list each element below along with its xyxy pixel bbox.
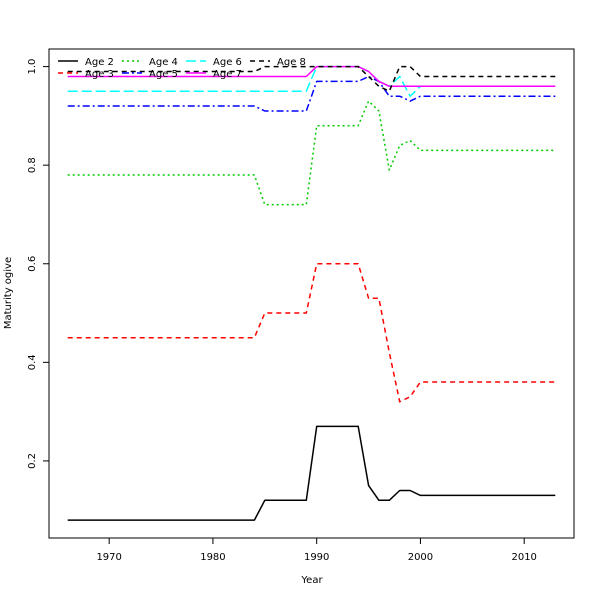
x-tick-label: 1970 [96,552,121,563]
x-tick-label: 2010 [511,552,536,563]
y-axis: 0.2 0.4 0.6 0.8 1.0 [27,59,49,469]
series-layer [67,65,556,521]
series-line-age-4 [67,100,556,206]
plot-frame [48,48,575,539]
legend-label-age-3: Age 3 [85,69,114,80]
x-axis: 1970 1980 1990 2000 2010 [96,538,537,563]
legend-label-age-4: Age 4 [149,57,178,68]
y-tick-label: 0.8 [27,157,38,173]
x-tick-label: 1990 [304,552,329,563]
series-line-age-2 [67,425,556,521]
x-tick-label: 1980 [200,552,225,563]
y-tick-label: 0.4 [27,354,38,370]
y-axis-label: Maturity ogive [3,257,14,329]
y-tick-label: 0.2 [27,453,38,469]
series-line-age-8 [67,65,556,92]
legend-label-age-7: Age 7 [213,69,242,80]
y-tick-label: 1.0 [27,59,38,75]
series-line-age-5 [67,75,556,112]
x-tick-label: 2000 [408,552,433,563]
legend-label-age-2: Age 2 [85,57,114,68]
series-line-age-3 [67,263,556,403]
y-tick-label: 0.6 [27,256,38,272]
series-line-age-7 [67,65,556,88]
legend-label-age-8: Age 8 [277,57,306,68]
x-axis-label: Year [300,575,323,586]
legend-label-age-6: Age 6 [213,57,242,68]
legend-label-age-5: Age 5 [149,69,178,80]
